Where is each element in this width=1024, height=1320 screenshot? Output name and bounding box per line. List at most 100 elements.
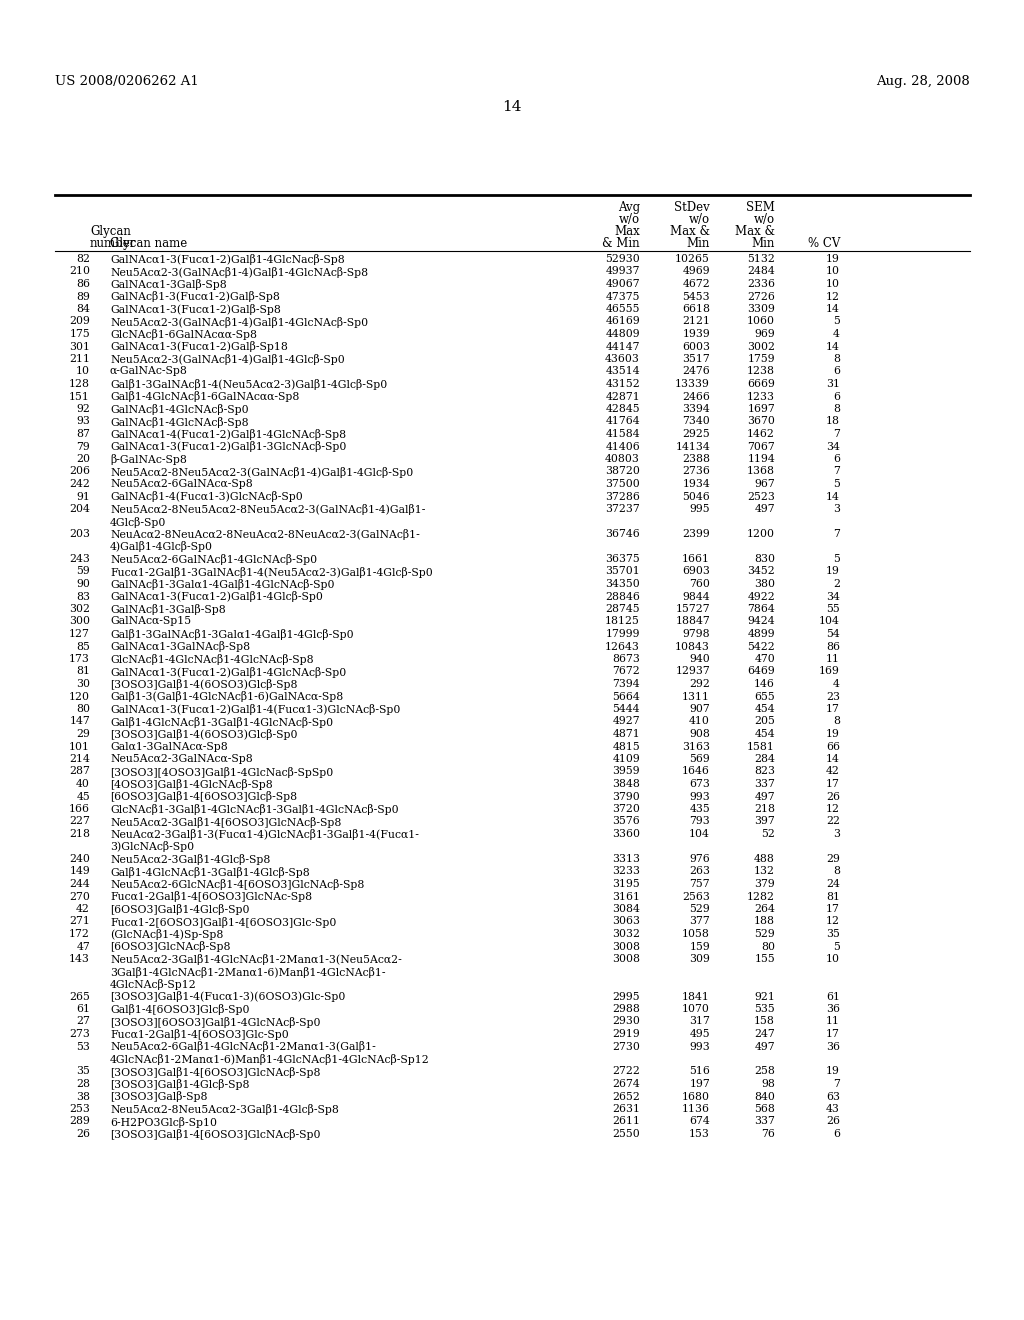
Text: GalNAcα1-3(Fucα1-2)Galβ-Sp18: GalNAcα1-3(Fucα1-2)Galβ-Sp18 [110, 342, 288, 352]
Text: GalNAcα1-3(Fucα1-2)Galβ1-4GlcNacβ-Sp8: GalNAcα1-3(Fucα1-2)Galβ1-4GlcNacβ-Sp8 [110, 253, 345, 265]
Text: 4GlcNAcβ1-2Manα1-6)Manβ1-4GlcNAcβ1-4GlcNAcβ-Sp12: 4GlcNAcβ1-2Manα1-6)Manβ1-4GlcNAcβ1-4GlcN… [110, 1053, 430, 1065]
Text: 59: 59 [76, 566, 90, 577]
Text: 3002: 3002 [746, 342, 775, 351]
Text: 35701: 35701 [605, 566, 640, 577]
Text: 7067: 7067 [748, 441, 775, 451]
Text: 529: 529 [755, 929, 775, 939]
Text: 258: 258 [754, 1067, 775, 1077]
Text: 516: 516 [689, 1067, 710, 1077]
Text: 270: 270 [70, 891, 90, 902]
Text: 4Glcβ-Sp0: 4Glcβ-Sp0 [110, 516, 166, 528]
Text: 42: 42 [76, 904, 90, 913]
Text: 3: 3 [833, 504, 840, 513]
Text: 253: 253 [70, 1104, 90, 1114]
Text: 54: 54 [826, 630, 840, 639]
Text: 8: 8 [833, 404, 840, 414]
Text: 197: 197 [689, 1078, 710, 1089]
Text: 3195: 3195 [612, 879, 640, 888]
Text: 128: 128 [69, 379, 90, 389]
Text: 2121: 2121 [682, 317, 710, 326]
Text: 11: 11 [826, 653, 840, 664]
Text: Galβ1-4GlcNAcβ1-6GalNAcαα-Sp8: Galβ1-4GlcNAcβ1-6GalNAcαα-Sp8 [110, 392, 299, 403]
Text: 206: 206 [69, 466, 90, 477]
Text: 30: 30 [76, 678, 90, 689]
Text: 1060: 1060 [746, 317, 775, 326]
Text: 46169: 46169 [605, 317, 640, 326]
Text: 1462: 1462 [748, 429, 775, 440]
Text: 1194: 1194 [748, 454, 775, 465]
Text: w/o: w/o [689, 213, 710, 226]
Text: 42871: 42871 [605, 392, 640, 401]
Text: 12937: 12937 [675, 667, 710, 676]
Text: 28: 28 [76, 1078, 90, 1089]
Text: 830: 830 [754, 554, 775, 564]
Text: 41584: 41584 [605, 429, 640, 440]
Text: 26: 26 [826, 1117, 840, 1126]
Text: 2476: 2476 [682, 367, 710, 376]
Text: 159: 159 [689, 941, 710, 952]
Text: 284: 284 [754, 754, 775, 764]
Text: 172: 172 [70, 929, 90, 939]
Text: [6OSO3]Galβ1-4[6OSO3]Glcβ-Sp8: [6OSO3]Galβ1-4[6OSO3]Glcβ-Sp8 [110, 792, 297, 803]
Text: 6: 6 [833, 454, 840, 465]
Text: 4815: 4815 [612, 742, 640, 751]
Text: 10: 10 [826, 279, 840, 289]
Text: β-GalNAc-Sp8: β-GalNAc-Sp8 [110, 454, 186, 465]
Text: 3Galβ1-4GlcNAcβ1-2Manα1-6)Manβ1-4GlcNAcβ1-: 3Galβ1-4GlcNAcβ1-2Manα1-6)Manβ1-4GlcNAcβ… [110, 966, 385, 978]
Text: GalNAcβ1-3(Fucα1-2)Galβ-Sp8: GalNAcβ1-3(Fucα1-2)Galβ-Sp8 [110, 292, 280, 302]
Text: 9798: 9798 [682, 630, 710, 639]
Text: 309: 309 [689, 954, 710, 964]
Text: 92: 92 [76, 404, 90, 414]
Text: GalNAcα1-3(Fucα1-2)Galβ1-3GlcNAcβ-Sp0: GalNAcα1-3(Fucα1-2)Galβ1-3GlcNAcβ-Sp0 [110, 441, 346, 453]
Text: 435: 435 [689, 804, 710, 814]
Text: Neu5Acα2-6GalNAcβ1-4GlcNAcβ-Sp0: Neu5Acα2-6GalNAcβ1-4GlcNAcβ-Sp0 [110, 554, 317, 565]
Text: 1200: 1200 [746, 529, 775, 539]
Text: Fucα1-2Galβ1-4[6OSO3]Glc-Sp0: Fucα1-2Galβ1-4[6OSO3]Glc-Sp0 [110, 1030, 289, 1040]
Text: 993: 993 [689, 1041, 710, 1052]
Text: 1233: 1233 [746, 392, 775, 401]
Text: 2930: 2930 [612, 1016, 640, 1027]
Text: Min: Min [687, 238, 710, 249]
Text: 3670: 3670 [748, 417, 775, 426]
Text: 209: 209 [70, 317, 90, 326]
Text: GalNAcβ1-3Galα1-4Galβ1-4GlcNAcβ-Sp0: GalNAcβ1-3Galα1-4Galβ1-4GlcNAcβ-Sp0 [110, 579, 335, 590]
Text: 317: 317 [689, 1016, 710, 1027]
Text: 907: 907 [689, 704, 710, 714]
Text: 45: 45 [76, 792, 90, 801]
Text: Aug. 28, 2008: Aug. 28, 2008 [877, 75, 970, 88]
Text: 240: 240 [70, 854, 90, 865]
Text: 2726: 2726 [748, 292, 775, 301]
Text: 12: 12 [826, 916, 840, 927]
Text: 497: 497 [755, 504, 775, 513]
Text: 4922: 4922 [748, 591, 775, 602]
Text: 6: 6 [833, 367, 840, 376]
Text: 3360: 3360 [612, 829, 640, 840]
Text: 47375: 47375 [605, 292, 640, 301]
Text: 5132: 5132 [748, 253, 775, 264]
Text: GlcNAcβ1-6GalNAcαα-Sp8: GlcNAcβ1-6GalNAcαα-Sp8 [110, 329, 257, 341]
Text: Neu5Acα2-3(GalNAcβ1-4)Galβ1-4GlcNAcβ-Sp8: Neu5Acα2-3(GalNAcβ1-4)Galβ1-4GlcNAcβ-Sp8 [110, 267, 368, 277]
Text: [4OSO3]Galβ1-4GlcNAcβ-Sp8: [4OSO3]Galβ1-4GlcNAcβ-Sp8 [110, 779, 272, 789]
Text: 43152: 43152 [605, 379, 640, 389]
Text: 20: 20 [76, 454, 90, 465]
Text: 55: 55 [826, 605, 840, 614]
Text: GalNAcα1-3(Fucα1-2)Galβ1-4(Fucα1-3)GlcNAcβ-Sp0: GalNAcα1-3(Fucα1-2)Galβ1-4(Fucα1-3)GlcNA… [110, 704, 400, 715]
Text: 44147: 44147 [605, 342, 640, 351]
Text: Max &: Max & [670, 224, 710, 238]
Text: 28846: 28846 [605, 591, 640, 602]
Text: 66: 66 [826, 742, 840, 751]
Text: Galβ1-3(Galβ1-4GlcNAcβ1-6)GalNAcα-Sp8: Galβ1-3(Galβ1-4GlcNAcβ1-6)GalNAcα-Sp8 [110, 692, 343, 702]
Text: 3084: 3084 [612, 904, 640, 913]
Text: Avg: Avg [617, 201, 640, 214]
Text: 2336: 2336 [746, 279, 775, 289]
Text: Neu5Acα2-8Neu5Acα2-3(GalNAcβ1-4)Galβ1-4Glcβ-Sp0: Neu5Acα2-8Neu5Acα2-3(GalNAcβ1-4)Galβ1-4G… [110, 466, 414, 478]
Text: GalNAcα-Sp15: GalNAcα-Sp15 [110, 616, 191, 627]
Text: 10: 10 [826, 267, 840, 276]
Text: 8: 8 [833, 717, 840, 726]
Text: 158: 158 [754, 1016, 775, 1027]
Text: Galβ1-3GalNAcβ1-3Galα1-4Galβ1-4Glcβ-Sp0: Galβ1-3GalNAcβ1-3Galα1-4Galβ1-4Glcβ-Sp0 [110, 630, 353, 640]
Text: 454: 454 [755, 729, 775, 739]
Text: 529: 529 [689, 904, 710, 913]
Text: GalNAcα1-3(Fucα1-2)Galβ-Sp8: GalNAcα1-3(Fucα1-2)Galβ-Sp8 [110, 304, 281, 315]
Text: 3008: 3008 [612, 954, 640, 964]
